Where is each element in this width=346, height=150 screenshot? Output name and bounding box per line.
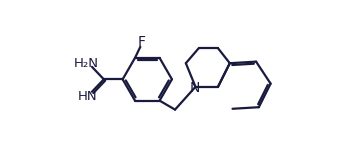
Text: H₂N: H₂N bbox=[73, 57, 99, 69]
Text: N: N bbox=[189, 81, 200, 95]
Text: F: F bbox=[138, 35, 146, 49]
Text: HN: HN bbox=[78, 90, 97, 103]
